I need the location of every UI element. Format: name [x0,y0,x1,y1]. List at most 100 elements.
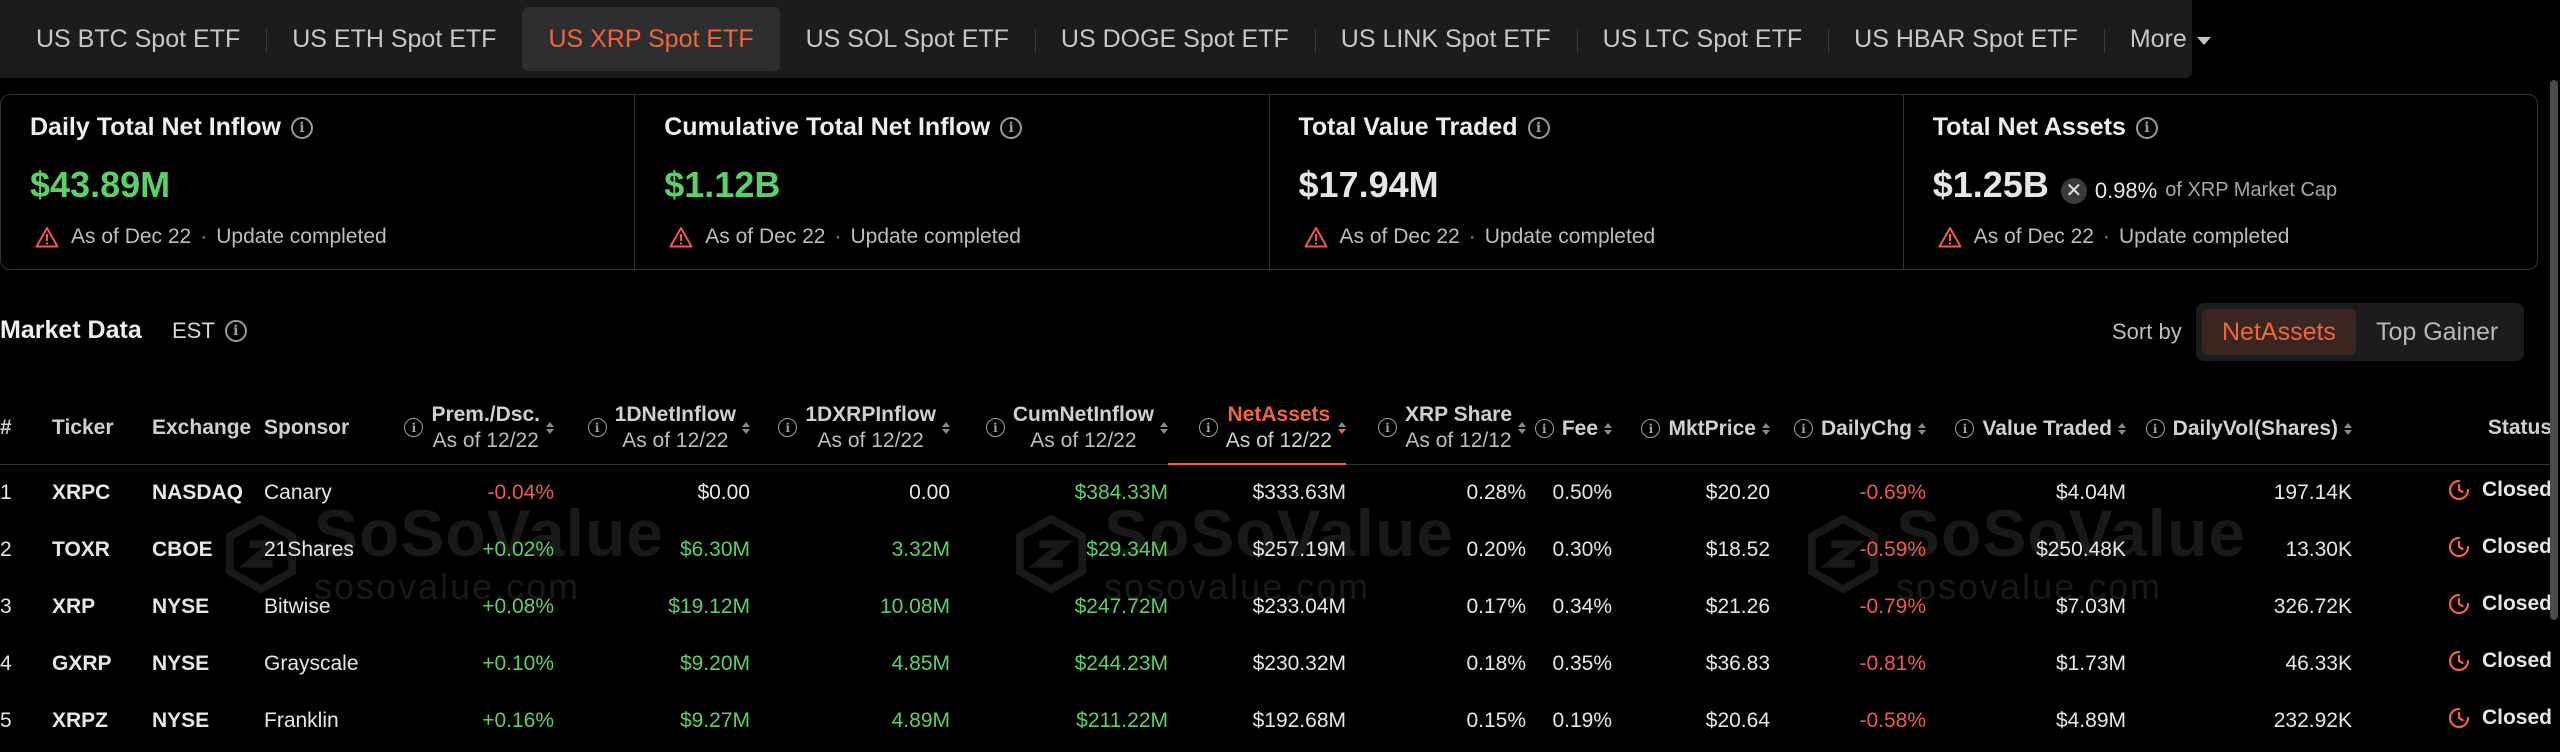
update-status: Update completed [850,225,1021,248]
card-title: Total Value Traded [1298,113,1518,141]
info-icon[interactable]: i [778,418,798,438]
sort-icon[interactable] [942,421,950,434]
info-icon[interactable]: i [1793,419,1813,439]
sort-icon[interactable] [2118,422,2126,435]
col-header-label: Value Traded [1982,416,2112,440]
cell-ticker[interactable]: XRPZ [52,708,109,732]
cell-exchange: NYSE [152,594,210,618]
table-row[interactable]: 1 XRPC NASDAQ Canary -0.04% $0.00 0.00 $… [0,464,2552,521]
cell-ticker[interactable]: XRP [52,594,96,618]
cell-sponsor: Franklin [264,708,339,732]
cell-exchange: NYSE [152,651,210,675]
cell-mkt-price: $20.64 [1705,708,1770,732]
col-header-premium[interactable]: i Prem./Dsc. As of 12/22 [382,392,554,465]
tab-link-spot-etf[interactable]: US LINK Spot ETF [1314,7,1577,71]
sort-icon[interactable] [1338,421,1346,434]
col-header-label: DailyVol(Shares) [2172,416,2338,440]
more-dropdown[interactable]: More [2103,7,2237,71]
cell-1d-net-inflow: $9.20M [679,651,750,675]
col-header-daily-vol[interactable]: i DailyVol(Shares) [2126,392,2352,465]
cell-status: Closed [2352,692,2552,749]
card-footer: As of Dec 22 · Update completed [669,225,1021,249]
info-icon[interactable]: i [985,418,1005,438]
table-row[interactable]: 3 XRP NYSE Bitwise +0.08% $19.12M 10.08M… [0,578,2552,635]
info-icon[interactable]: i [2135,116,2158,139]
cell-fee: 0.34% [1552,594,1612,618]
tab-sol-spot-etf[interactable]: US SOL Spot ETF [805,24,1009,53]
tab-ltc-spot-etf[interactable]: US LTC Spot ETF [1576,7,1829,71]
info-icon[interactable]: i [404,418,424,438]
info-icon[interactable]: i [290,116,313,139]
cell-ticker[interactable]: GXRP [52,651,112,675]
as-of-date: As of Dec 22 [1973,225,2094,248]
tab-hbar-spot-etf[interactable]: US HBAR Spot ETF [1828,7,2104,71]
col-header-1d-xrp-inflow[interactable]: i 1DXRPInflow As of 12/22 [750,392,950,465]
cell-mkt-price: $18.52 [1705,537,1770,561]
card-cumulative-net-inflow: Cumulative Total Net Inflow i $1.12B As … [634,95,1268,269]
sort-icon[interactable] [1604,422,1612,435]
table-row[interactable]: 2 TOXR CBOE 21Shares +0.02% $6.30M 3.32M… [0,521,2552,578]
col-header-1d-net-inflow[interactable]: i 1DNetInflow As of 12/22 [554,392,750,465]
card-title-wrap: Total Value Traded i [1299,113,1903,142]
tab-xrp-spot-etf[interactable]: US XRP Spot ETF [522,7,780,71]
status-text: Closed [2481,706,2552,729]
info-icon[interactable]: i [1527,116,1550,139]
info-icon[interactable]: i [1000,116,1023,139]
sort-icon[interactable] [1918,422,1926,435]
col-header-label: Prem./Dsc. [431,402,540,426]
sort-icon[interactable] [742,421,750,434]
sort-netassets-button[interactable]: NetAssets [2202,309,2356,355]
col-header-xrp-share[interactable]: i XRP Share As of 12/12 [1346,392,1526,465]
cell-ticker[interactable]: TOXR [52,537,110,561]
sort-icon[interactable] [1518,421,1526,434]
col-header-exchange: Exchange [152,392,264,465]
table-body: 1 XRPC NASDAQ Canary -0.04% $0.00 0.00 $… [0,464,2552,749]
tab-btc-spot-etf[interactable]: US BTC Spot ETF [36,24,241,53]
tab-doge-spot-etf[interactable]: US DOGE Spot ETF [1034,7,1315,71]
cell-daily-vol: 13.30K [2285,537,2352,561]
sort-icon[interactable] [1762,422,1770,435]
cell-xrp-share: 0.28% [1466,480,1526,504]
col-header-fee[interactable]: i Fee [1526,392,1612,465]
cell-number: 2 [0,537,12,561]
sort-top-gainer-button[interactable]: Top Gainer [2375,317,2499,346]
cell-net-assets: $230.32M [1252,651,1346,675]
sort-icon[interactable] [2344,422,2352,435]
col-header-status: Status [2352,392,2552,465]
info-icon[interactable]: i [1641,419,1661,439]
page-scrollbar[interactable] [2550,80,2558,620]
card-value: $1.12B [664,164,781,205]
card-title-wrap: Cumulative Total Net Inflow i [664,113,1268,142]
table-row[interactable]: 4 GXRP NYSE Grayscale +0.10% $9.20M 4.85… [0,635,2552,692]
cell-1d-net-inflow: $9.27M [679,708,750,732]
tab-eth-spot-etf[interactable]: US ETH Spot ETF [266,7,522,71]
info-icon[interactable]: i [1955,419,1975,439]
sort-icon[interactable] [1160,421,1168,434]
cell-1d-net-inflow: $19.12M [668,594,750,618]
col-header-value-traded[interactable]: i Value Traded [1926,392,2126,465]
clock-icon [2448,536,2470,558]
cell-sponsor: Bitwise [264,594,331,618]
info-icon[interactable]: i [224,320,247,342]
warning-icon [35,227,59,248]
info-icon[interactable]: i [1534,419,1554,439]
cell-exchange: NYSE [152,708,210,732]
info-icon[interactable]: i [2145,419,2165,439]
col-header-daily-chg[interactable]: i DailyChg [1770,392,1926,465]
card-footer: As of Dec 22 · Update completed [35,225,387,249]
col-header-net-assets[interactable]: i NetAssets As of 12/22 [1168,392,1346,465]
as-of-date: As of Dec 22 [705,225,826,248]
info-icon[interactable]: i [587,418,607,438]
col-header-mkt-price[interactable]: i MktPrice [1612,392,1770,465]
col-header-cum-net-inflow[interactable]: i CumNetInflow As of 12/22 [950,392,1168,465]
col-header-sub: As of 12/22 [622,428,729,452]
sort-icon[interactable] [546,421,554,434]
cell-xrp-share: 0.20% [1466,537,1526,561]
info-icon[interactable]: i [1378,418,1397,438]
cell-1d-xrp-inflow: 10.08M [879,594,950,618]
table-row[interactable]: 5 XRPZ NYSE Franklin +0.16% $9.27M 4.89M… [0,692,2552,749]
etf-tab-bar: US BTC Spot ETF US ETH Spot ETF US XRP S… [0,0,2211,78]
cell-net-assets: $192.68M [1252,708,1346,732]
cell-ticker[interactable]: XRPC [52,480,111,504]
info-icon[interactable]: i [1198,418,1218,437]
